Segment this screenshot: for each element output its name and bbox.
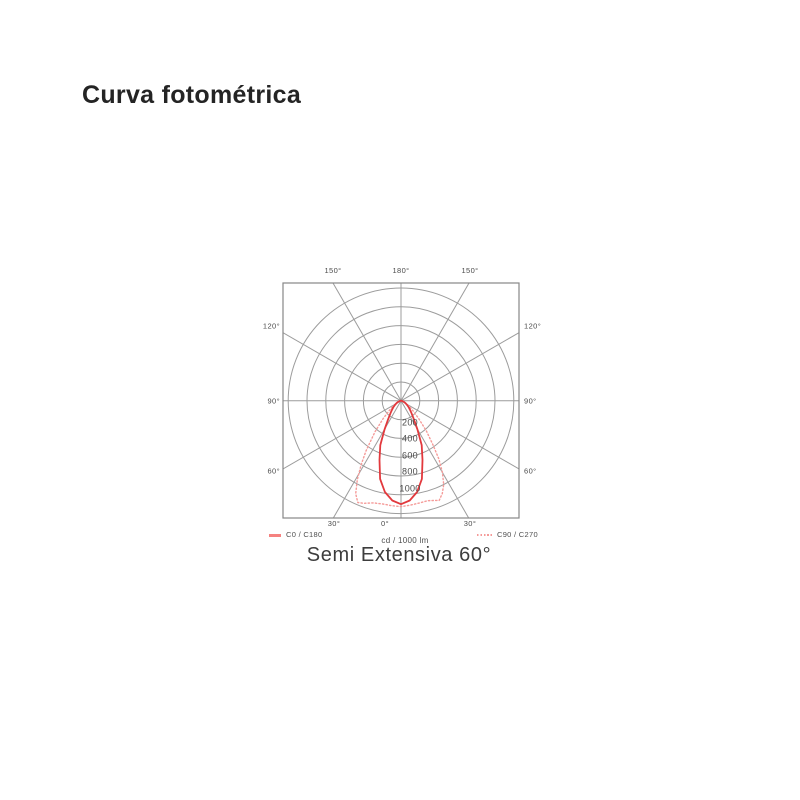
ring-label-800: 800 — [402, 466, 418, 476]
c90-c270-curve — [355, 400, 445, 508]
angle-label-right-120: 120° — [524, 321, 542, 331]
ring-label-200: 200 — [402, 417, 418, 427]
units-label: cd / 1000 lm — [381, 535, 429, 545]
angle-label-left-90: 90° — [267, 395, 280, 405]
chart-caption: Semi Extensiva 60° — [306, 544, 492, 566]
legend-c0-swatch — [269, 534, 281, 537]
angle-label-right-60: 60° — [524, 465, 537, 475]
c0-c180-curve — [378, 399, 424, 506]
polar-rings — [287, 287, 515, 515]
ring-label-400: 400 — [402, 433, 418, 443]
angle-label-right-90: 90° — [524, 395, 537, 405]
ring-label-600: 600 — [402, 450, 418, 461]
angle-label-top-right-150: 150° — [461, 266, 479, 275]
legend-c90-swatch — [477, 534, 493, 536]
angle-label-bottom-left-30: 30° — [327, 518, 341, 528]
angle-label-top-left-150: 150° — [324, 266, 342, 275]
page-title: Curva fotométrica — [82, 81, 302, 109]
ring-label-1000: 1000 — [399, 483, 421, 493]
angle-label-top-180: 180° — [392, 266, 410, 275]
angle-label-left-60: 60° — [267, 465, 280, 475]
angle-label-bottom-right-30: 30° — [463, 518, 477, 528]
plot-border — [282, 282, 520, 519]
polar-spokes — [283, 283, 519, 518]
legend-c0-label: C0 / C180 — [286, 530, 323, 539]
legend-c90-label: C90 / C270 — [497, 530, 538, 539]
angle-label-left-120: 120° — [262, 321, 280, 331]
angle-label-bottom-0: 0° — [381, 518, 389, 528]
